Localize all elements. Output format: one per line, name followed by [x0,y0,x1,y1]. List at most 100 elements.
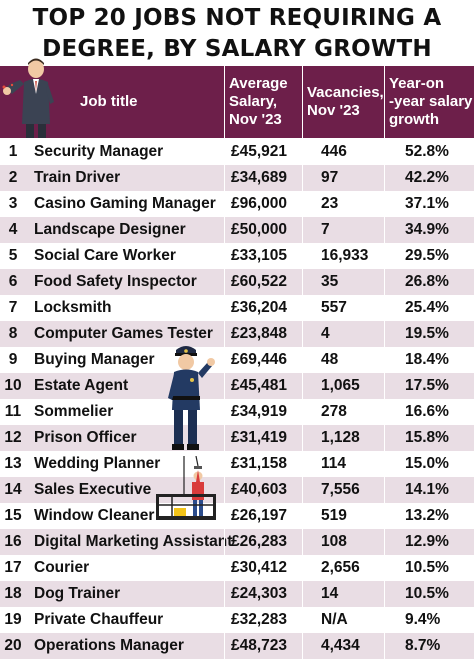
salary-cell: £26,283 [231,533,288,550]
salary-cell: £34,689 [231,169,288,186]
table-row: 18 Dog Trainer £24,303 14 10.5% [0,581,474,607]
vacancies-cell: 2,656 [321,559,360,576]
growth-cell: 8.7% [405,637,441,654]
table-row: 2 Train Driver £34,689 97 42.2% [0,165,474,191]
window-cleaner-icon [156,456,216,520]
police-officer-icon [168,346,215,450]
table-row: 4 Landscape Designer £50,000 7 34.9% [0,217,474,243]
salary-cell: £31,419 [231,429,288,446]
rank-cell: 16 [4,533,22,550]
table-row: 6 Food Safety Inspector £60,522 35 26.8% [0,269,474,295]
growth-cell: 14.1% [405,481,449,498]
vacancies-cell: 108 [321,533,347,550]
salary-cell: £45,481 [231,377,288,394]
rank-cell: 18 [4,585,22,602]
salary-cell: £48,723 [231,637,288,654]
header-average-salary: Average Salary, Nov '23 [229,66,301,138]
table-row: 13 Wedding Planner £31,158 114 15.0% [0,451,474,477]
job-title-cell: Operations Manager [34,637,184,654]
vacancies-cell: 7 [321,221,330,238]
rank-cell: 6 [8,273,18,290]
vacancies-cell: 1,065 [321,377,360,394]
column-divider-salary [224,66,225,666]
growth-cell: 25.4% [405,299,449,316]
job-title-cell: Prison Officer [34,429,137,446]
businessman-icon [2,58,54,138]
table-row: 20 Operations Manager £48,723 4,434 8.7% [0,633,474,659]
salary-cell: £50,000 [231,221,288,238]
salary-cell: £23,848 [231,325,288,342]
vacancies-cell: 23 [321,195,339,212]
vacancies-cell: 48 [321,351,339,368]
header-vacancies-line-1: Vacancies, [307,84,384,101]
header-growth-line-3: growth [389,111,439,128]
table-row: 5 Social Care Worker £33,105 16,933 29.5% [0,243,474,269]
rank-cell: 5 [8,247,18,264]
header-vacancies: Vacancies, Nov '23 [307,66,385,138]
growth-cell: 17.5% [405,377,449,394]
rank-cell: 15 [4,507,22,524]
rank-cell: 4 [8,221,18,238]
rank-cell: 10 [4,377,22,394]
job-title-cell: Sommelier [34,403,114,420]
header-growth-line-2: -year salary [389,93,473,110]
rank-cell: 14 [4,481,22,498]
title-line-1: TOP 20 JOBS NOT REQUIRING A [32,5,442,31]
vacancies-cell: N/A [321,611,348,628]
table-row: 19 Private Chauffeur £32,283 N/A 9.4% [0,607,474,633]
growth-cell: 16.6% [405,403,449,420]
table-row: 12 Prison Officer £31,419 1,128 15.8% [0,425,474,451]
header-vacancies-line-2: Nov '23 [307,102,360,119]
rank-cell: 13 [4,455,22,472]
vacancies-cell: 557 [321,299,347,316]
rank-cell: 2 [8,169,18,186]
growth-cell: 26.8% [405,273,449,290]
growth-cell: 10.5% [405,559,449,576]
table-row: 7 Locksmith £36,204 557 25.4% [0,295,474,321]
growth-cell: 10.5% [405,585,449,602]
rank-cell: 7 [8,299,18,316]
table-row: 17 Courier £30,412 2,656 10.5% [0,555,474,581]
vacancies-cell: 4,434 [321,637,360,654]
job-title-cell: Food Safety Inspector [34,273,197,290]
growth-cell: 34.9% [405,221,449,238]
growth-cell: 15.8% [405,429,449,446]
job-title-cell: Estate Agent [34,377,129,394]
growth-cell: 12.9% [405,533,449,550]
title-line-2: DEGREE, BY SALARY GROWTH [42,36,432,62]
salary-cell: £30,412 [231,559,288,576]
job-title-cell: Sales Executive [34,481,152,498]
table-row: 8 Computer Games Tester £23,848 4 19.5% [0,321,474,347]
vacancies-cell: 4 [321,325,330,342]
salary-cell: £34,919 [231,403,288,420]
job-title-cell: Courier [34,559,90,576]
vacancies-cell: 35 [321,273,339,290]
job-title-cell: Dog Trainer [34,585,121,602]
job-title-cell: Locksmith [34,299,112,316]
table-row: 15 Window Cleaner £26,197 519 13.2% [0,503,474,529]
job-title-cell: Window Cleaner [34,507,155,524]
header-salary-line-1: Average [229,75,288,92]
job-title-cell: Landscape Designer [34,221,186,238]
header-salary-line-2: Salary, [229,93,278,110]
job-title-cell: Wedding Planner [34,455,161,472]
salary-cell: £31,158 [231,455,288,472]
salary-cell: £45,921 [231,143,288,160]
table-row: 16 Digital Marketing Assistant £26,283 108 1… [0,529,474,555]
salary-cell: £26,197 [231,507,288,524]
rank-cell: 1 [8,143,18,160]
table-row: 14 Sales Executive £40,603 7,556 14.1% [0,477,474,503]
job-title-cell: Social Care Worker [34,247,176,264]
job-title-cell: Computer Games Tester [34,325,213,342]
header-salary-growth: Year-on -year salary growth [389,66,473,138]
growth-cell: 15.0% [405,455,449,472]
growth-cell: 29.5% [405,247,449,264]
rank-cell: 17 [4,559,22,576]
salary-cell: £33,105 [231,247,288,264]
growth-cell: 42.2% [405,169,449,186]
job-title-cell: Private Chauffeur [34,611,164,628]
rank-cell: 19 [4,611,22,628]
rank-cell: 9 [8,351,18,368]
job-title-cell: Train Driver [34,169,121,186]
header-salary-line-3: Nov '23 [229,111,282,128]
